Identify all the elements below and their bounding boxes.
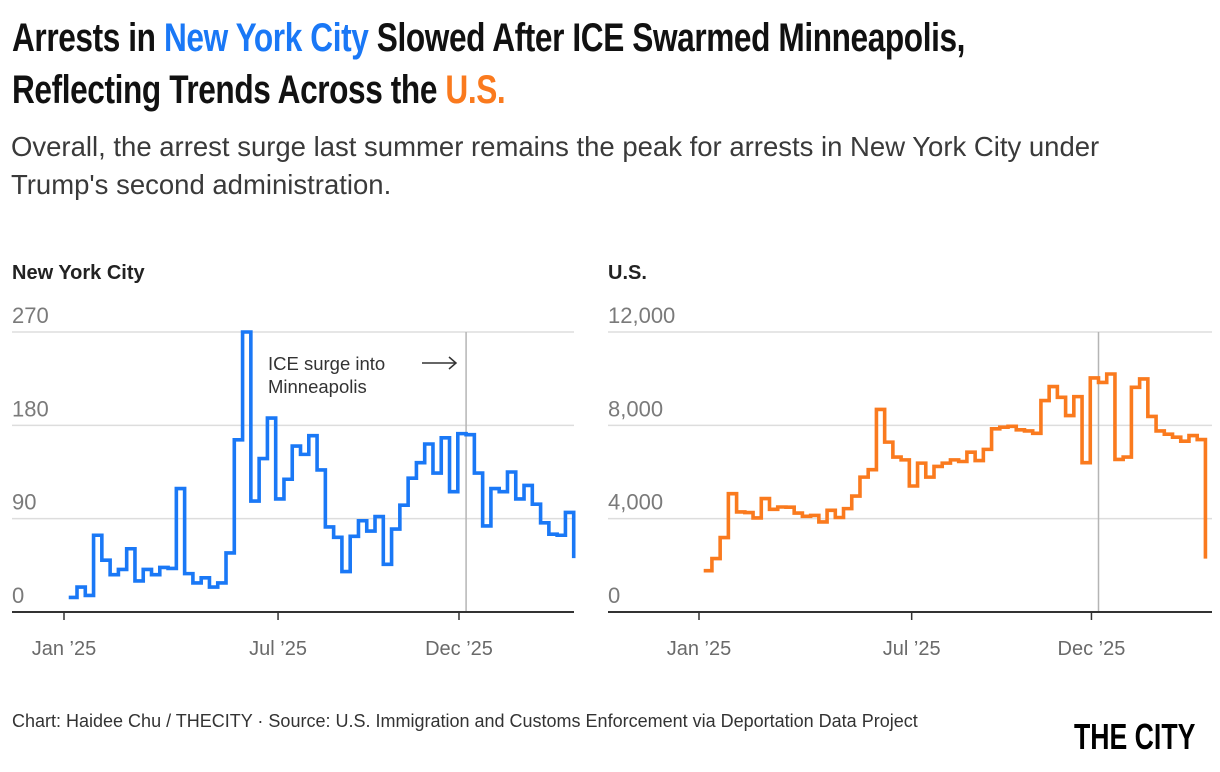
the-city-logo: THE CITY [1074,716,1196,757]
title-part1: Arrests in [12,16,164,60]
us-x-tick-label: Dec ’25 [1058,638,1126,660]
annotation-text-line1: ICE surge into [268,353,385,374]
chart-title: Arrests in New York City Slowed After IC… [12,12,1039,116]
nyc-y-tick-label: 0 [12,583,24,608]
us-y-tick-label: 8,000 [608,396,663,421]
us-panel-title: U.S. [608,262,647,284]
us-y-tick-label: 4,000 [608,490,663,515]
nyc-y-tick-label: 270 [12,303,49,328]
title-highlight-us: U.S. [445,68,506,112]
nyc-arrests-line [68,330,576,600]
nyc-y-tick-label: 180 [12,396,49,421]
annotation-text-line2: Minneapolis [268,376,367,397]
nyc-panel-title: New York City [12,262,146,284]
chart-subtitle: Overall, the arrest surge last summer re… [11,131,1100,200]
arrow-right-icon [422,356,458,370]
title-highlight-nyc: New York City [163,16,369,60]
nyc-y-tick-label: 90 [12,490,36,515]
title-part2: Slowed After ICE Swarmed Minneapolis, Re… [12,16,966,112]
us-y-tick-label: 12,000 [608,303,675,328]
us-arrests-line [703,372,1208,573]
nyc-chart-panel: New York City 0 90 180 270 Jan ’25 Jul ’25 Dec … [12,262,576,660]
us-x-tick-label: Jan ’25 [667,638,732,660]
nyc-x-tick-label: Dec ’25 [425,638,493,660]
nyc-x-tick-label: Jul ’25 [249,638,307,660]
us-x-tick-label: Jul ’25 [883,638,941,660]
us-chart-panel: U.S. 0 4,000 8,000 12,000 Jan ’25 Jul ’25 Dec ’… [608,262,1212,660]
us-y-tick-label: 0 [608,583,620,608]
nyc-x-tick-label: Jan ’25 [32,638,97,660]
source-credit: Chart: Haidee Chu / THECITY · Source: U.… [12,711,918,731]
